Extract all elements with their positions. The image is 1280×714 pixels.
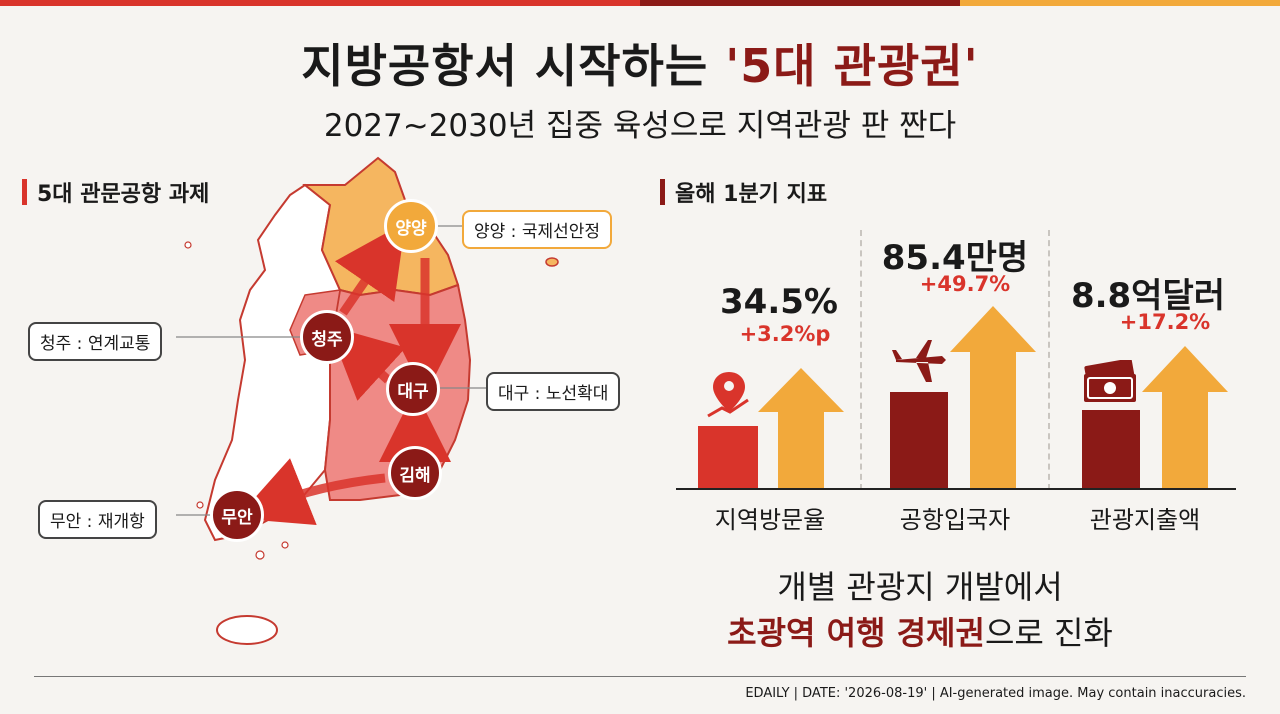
node-cheongju: 청주 [300, 310, 354, 364]
callout-muan: 무안 : 재개항 [38, 500, 157, 539]
right-heading-text: 올해 1분기 지표 [675, 182, 828, 207]
metric-arrow-1 [758, 368, 844, 488]
footer-credit: EDAILY | DATE: '2026-08-19' | AI-generat… [745, 686, 1246, 701]
metric-value-2: 85.4만명 [881, 238, 1029, 278]
title-main: 지방공항서 시작하는 [301, 39, 726, 93]
metric-category-3: 관광지출액 [1089, 506, 1201, 534]
metric-change-2: +49.7% [919, 272, 1011, 296]
heading-marker [660, 179, 665, 205]
korea-map [176, 156, 559, 645]
right-section-heading: 올해 1분기 지표 [660, 176, 827, 208]
metric-value-3: 8.8억달러 [1070, 276, 1226, 316]
divider [860, 230, 862, 490]
metric-arrow-3 [1142, 346, 1228, 488]
callout-cheongju: 청주 : 연계교통 [28, 322, 163, 361]
money-icon [1084, 360, 1136, 402]
conclusion-line-1: 개별 관광지 개발에서 [777, 568, 1063, 606]
callout-yangyang: 양양 : 국제선안정 [462, 210, 613, 249]
page-subtitle: 2027~2030년 집중 육성으로 지역관광 판 짠다 [323, 108, 957, 144]
heading-marker [22, 179, 27, 205]
callout-daegu: 대구 : 노선확대 [486, 372, 621, 411]
arrow-daegu-cheongju [328, 325, 406, 401]
arrow-cheongju-yangyang [334, 222, 406, 316]
left-section-heading: 5대 관문공항 과제 [22, 176, 209, 208]
map-ulleung [545, 257, 559, 267]
divider [1048, 230, 1050, 490]
node-yangyang: 양양 [384, 199, 438, 253]
page-title: 지방공항서 시작하는 '5대 관광권' [0, 30, 1280, 96]
metric-change-1: +3.2%p [739, 322, 831, 346]
footer-divider [34, 676, 1246, 677]
metric-bar-2 [890, 392, 948, 488]
location-pin-icon [707, 372, 749, 418]
conclusion-line-2: 초광역 여행 경제권으로 진화 [640, 608, 1200, 654]
left-heading-text: 5대 관문공항 과제 [37, 182, 210, 207]
metric-arrow-2 [950, 306, 1036, 488]
title-accent: '5대 관광권' [725, 39, 979, 93]
conclusion-accent: 초광역 여행 경제권 [727, 614, 985, 652]
baseline [676, 488, 1236, 490]
arrow-gimhae-muan [236, 458, 386, 526]
metric-bar-1 [698, 426, 758, 488]
conclusion-rest: 으로 진화 [984, 614, 1113, 652]
node-muan: 무안 [210, 488, 264, 542]
node-daegu: 대구 [386, 362, 440, 416]
airplane-icon [892, 340, 946, 382]
metric-bar-3 [1082, 410, 1140, 488]
top-accent-bar [0, 0, 1280, 6]
metric-change-3: +17.2% [1119, 310, 1211, 334]
metric-value-1: 34.5% [720, 282, 838, 322]
map-jeju [216, 615, 278, 645]
metric-category-1: 지역방문율 [714, 506, 826, 534]
metric-category-2: 공항입국자 [899, 506, 1011, 534]
node-gimhae: 김해 [388, 446, 442, 500]
